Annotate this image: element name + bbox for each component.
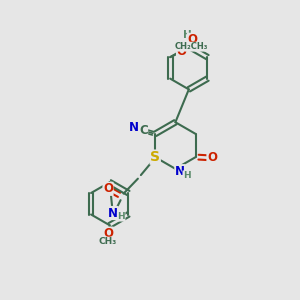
Text: H: H xyxy=(183,30,192,40)
Text: O: O xyxy=(103,227,113,240)
Text: O: O xyxy=(176,45,187,58)
Text: CH₂CH₃: CH₂CH₃ xyxy=(175,42,208,51)
Text: CH₃: CH₃ xyxy=(98,237,116,246)
Text: H: H xyxy=(117,212,125,221)
Text: N: N xyxy=(175,165,185,178)
Text: O: O xyxy=(103,182,113,195)
Text: O: O xyxy=(188,33,197,46)
Text: N: N xyxy=(108,206,118,220)
Text: N: N xyxy=(129,122,139,134)
Text: H: H xyxy=(183,171,190,180)
Text: O: O xyxy=(207,151,217,164)
Text: C: C xyxy=(139,124,148,137)
Text: S: S xyxy=(150,150,160,164)
